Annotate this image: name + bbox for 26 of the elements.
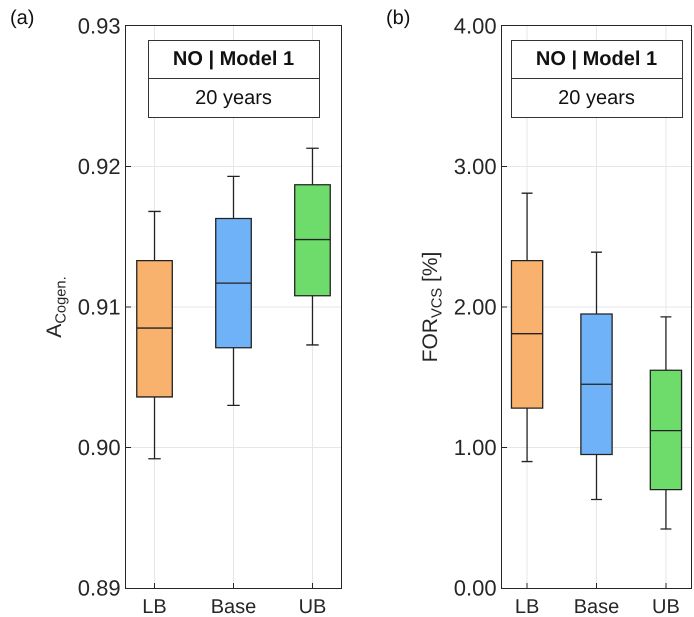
text: (b) xyxy=(386,7,410,29)
y-tick-label: 0.92 xyxy=(78,154,121,180)
y-tick-label: 0.89 xyxy=(78,576,121,601)
x-tick-label: LB xyxy=(142,596,167,617)
label-frame: 20 years xyxy=(510,78,682,118)
x-tick-label: LB xyxy=(514,596,540,617)
y-tick-label: 0.91 xyxy=(78,294,121,320)
y-tick-label: 3.00 xyxy=(454,154,497,180)
x-tick-label: UB xyxy=(298,596,326,617)
annotation: 20 years xyxy=(195,86,272,110)
y-tick-label: 1.00 xyxy=(454,435,497,460)
label-frame: NO | Model 1 xyxy=(148,40,320,79)
annotation: 20 years xyxy=(558,86,635,110)
y-tick-label: 2.00 xyxy=(454,294,497,320)
y-tick-label: 0.00 xyxy=(454,576,497,601)
x-tick-label: UB xyxy=(652,596,680,617)
annotation: NO | Model 1 xyxy=(536,48,658,71)
label-frame: 20 years xyxy=(148,78,320,118)
x-tick-label: Base xyxy=(210,596,256,617)
label-frame: NO | Model 1 xyxy=(510,40,682,79)
y-tick-label: 4.00 xyxy=(454,14,497,39)
annotation: NO | Model 1 xyxy=(172,48,294,71)
y-tick-label: 0.93 xyxy=(78,14,121,39)
y-tick-label: 0.90 xyxy=(78,435,121,460)
x-tick-label: Base xyxy=(574,596,620,617)
text: (a) xyxy=(10,7,34,29)
